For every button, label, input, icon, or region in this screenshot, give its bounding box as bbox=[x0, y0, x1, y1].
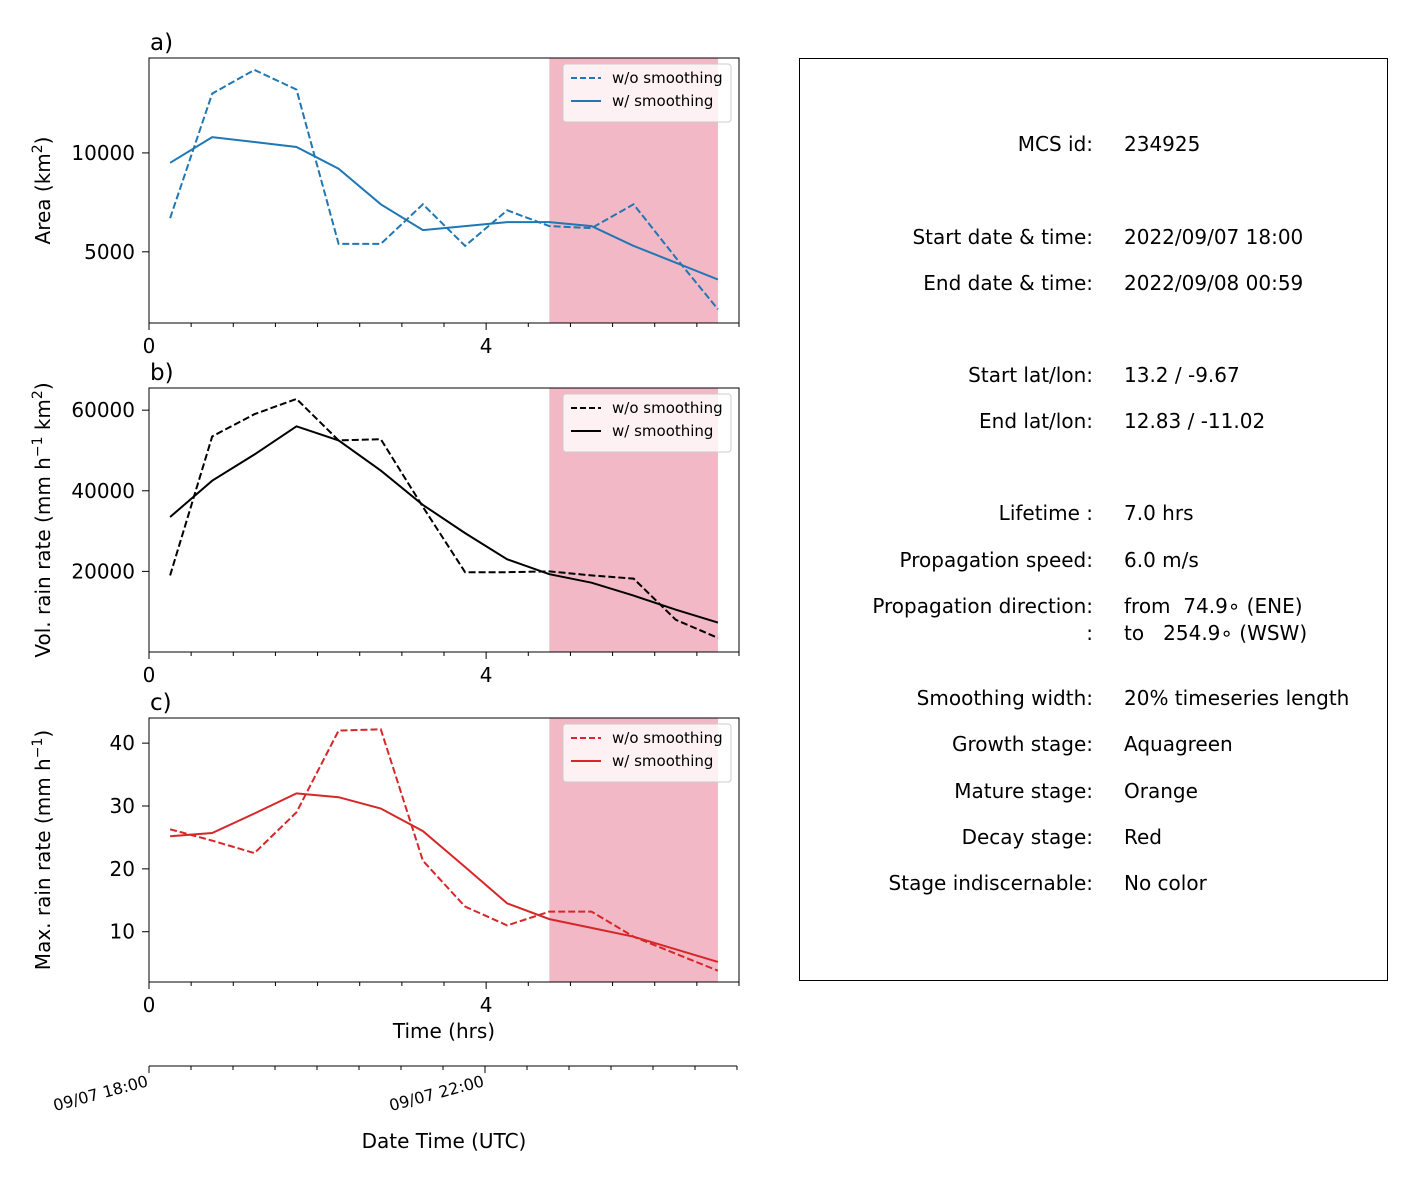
info-label: Lifetime : bbox=[998, 501, 1093, 525]
info-value: 6.0 m/s bbox=[1124, 548, 1199, 572]
y-axis-label-superscript: −1 bbox=[30, 437, 46, 458]
y-tick-label: 40 bbox=[110, 731, 135, 755]
y-axis-label-text: Vol. rain rate (mm h bbox=[31, 457, 55, 658]
info-value: Orange bbox=[1124, 779, 1198, 803]
y-axis-label-superscript: −1 bbox=[30, 738, 46, 759]
legend-box bbox=[562, 63, 732, 123]
info-label: Mature stage: bbox=[954, 779, 1093, 803]
x-tick-label: 0 bbox=[143, 334, 156, 358]
y-axis-label: Vol. rain rate (mm h−1 km2) bbox=[30, 382, 55, 657]
info-label: End date & time: bbox=[923, 271, 1093, 295]
info-label: MCS id: bbox=[1017, 132, 1093, 156]
info-label: : bbox=[1086, 621, 1093, 645]
panel-b: 0 4 20000 40000 60000 b) Vol. rain rate (mm h−… bbox=[30, 360, 740, 687]
info-value: 20% timeseries length bbox=[1124, 686, 1350, 710]
info-value: 12.83 / -11.02 bbox=[1124, 409, 1266, 433]
y-axis-label-superscript: 2 bbox=[30, 390, 46, 399]
y-axis-label: Max. rain rate (mm h−1) bbox=[30, 730, 55, 970]
info-label: Stage indiscernable: bbox=[888, 871, 1093, 895]
legend-entry: w/o smoothing bbox=[612, 729, 723, 747]
y-tick-label: 5000 bbox=[84, 240, 135, 264]
y-tick-label: 20 bbox=[110, 857, 135, 881]
info-label: End lat/lon: bbox=[979, 409, 1093, 433]
panel-a: 0 4 5000 10000 a) Area (km2) w/o smoothing w/ s… bbox=[30, 30, 740, 358]
x-tick-label: 0 bbox=[143, 663, 156, 687]
y-tick-label: 30 bbox=[110, 794, 135, 818]
y-tick-label: 10 bbox=[110, 920, 135, 944]
panel-c: 0 4 10 20 30 40 c) Max. rain rate (mm h−1) Time … bbox=[30, 690, 740, 1043]
legend-box bbox=[562, 723, 732, 783]
info-value: 13.2 / -9.67 bbox=[1124, 363, 1240, 387]
y-axis-label: Area (km2) bbox=[30, 137, 55, 245]
y-axis-label-text: Max. rain rate (mm h bbox=[31, 758, 55, 970]
info-label: Growth stage: bbox=[951, 732, 1093, 756]
y-axis-label-text: ) bbox=[31, 730, 55, 738]
info-value: to 254.9∘ (WSW) bbox=[1124, 621, 1308, 645]
mcs-info-panel: MCS id: 234925 Start date & time: 2022/0… bbox=[799, 58, 1388, 981]
legend-entry: w/ smoothing bbox=[612, 422, 713, 440]
datetime-tick-label: 09/07 18:00 bbox=[51, 1072, 150, 1116]
x-tick-label: 4 bbox=[480, 334, 493, 358]
series-line-smoothed bbox=[169, 136, 719, 281]
info-label: Start lat/lon: bbox=[968, 363, 1093, 387]
datetime-axis: 09/07 18:00 09/07 22:00 Date Time (UTC) bbox=[51, 1065, 738, 1153]
legend-entry: w/o smoothing bbox=[612, 399, 723, 417]
info-value: 7.0 hrs bbox=[1124, 501, 1194, 525]
info-label: Start date & time: bbox=[912, 225, 1093, 249]
y-tick-label: 60000 bbox=[71, 398, 135, 422]
series-line-raw bbox=[169, 728, 719, 972]
info-label: Propagation direction: bbox=[872, 594, 1093, 618]
y-axis-label-text: ) bbox=[31, 382, 55, 390]
series-line-smoothed bbox=[170, 792, 719, 963]
info-value: No color bbox=[1124, 871, 1207, 895]
datetime-axis-label: Date Time (UTC) bbox=[362, 1129, 527, 1153]
y-axis-label-superscript: 2 bbox=[30, 144, 46, 153]
series-line-raw bbox=[169, 68, 719, 310]
y-tick-label: 20000 bbox=[71, 559, 135, 583]
panel-label: c) bbox=[150, 690, 172, 716]
y-axis-label-text: km bbox=[31, 399, 55, 436]
info-value: 2022/09/08 00:59 bbox=[1124, 271, 1304, 295]
info-label: Smoothing width: bbox=[916, 686, 1093, 710]
series-line-raw bbox=[169, 397, 719, 639]
x-tick-label: 0 bbox=[143, 993, 156, 1017]
x-tick-label: 4 bbox=[480, 993, 493, 1017]
x-tick-label: 4 bbox=[480, 663, 493, 687]
y-tick-label: 10000 bbox=[71, 141, 135, 165]
info-label: Decay stage: bbox=[961, 825, 1093, 849]
legend-entry: w/ smoothing bbox=[612, 92, 713, 110]
legend-entry: w/o smoothing bbox=[612, 69, 723, 87]
series-line-smoothed bbox=[169, 425, 719, 624]
info-value: Aquagreen bbox=[1124, 732, 1233, 756]
y-tick-label: 40000 bbox=[71, 479, 135, 503]
panel-label: a) bbox=[150, 30, 173, 56]
info-label: Propagation speed: bbox=[899, 548, 1093, 572]
info-value: from 74.9∘ (ENE) bbox=[1124, 594, 1303, 618]
legend-entry: w/ smoothing bbox=[612, 752, 713, 770]
y-axis-label-text: ) bbox=[31, 137, 55, 145]
x-axis-label: Time (hrs) bbox=[392, 1019, 495, 1043]
info-value: 234925 bbox=[1124, 132, 1201, 156]
legend-box bbox=[562, 393, 732, 453]
info-value: 2022/09/07 18:00 bbox=[1124, 225, 1304, 249]
info-value: Red bbox=[1124, 825, 1162, 849]
panel-label: b) bbox=[150, 360, 174, 386]
datetime-tick-label: 09/07 22:00 bbox=[387, 1072, 486, 1116]
y-axis-label-text: Area (km bbox=[31, 153, 55, 244]
